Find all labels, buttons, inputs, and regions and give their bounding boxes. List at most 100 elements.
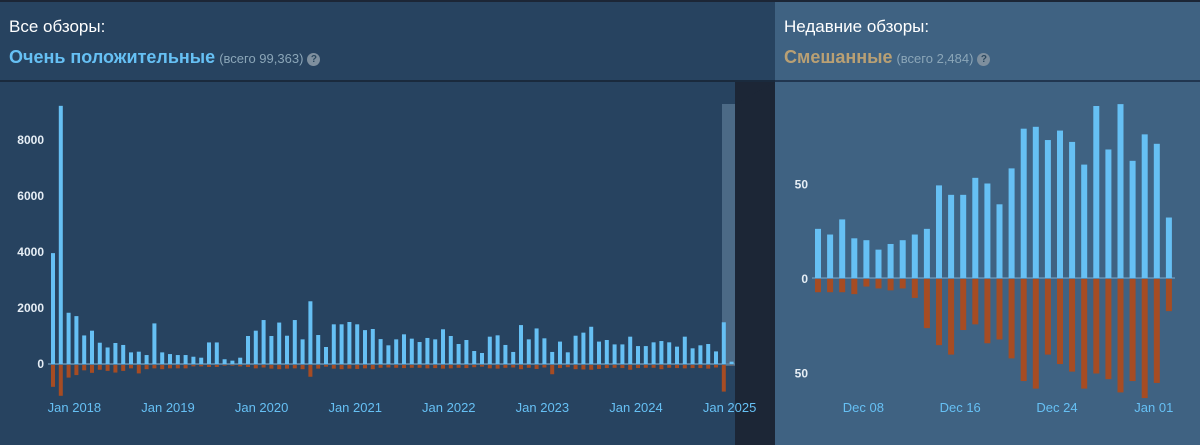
negative-bar[interactable] xyxy=(347,365,352,369)
negative-bar[interactable] xyxy=(542,365,547,368)
negative-bar[interactable] xyxy=(534,365,539,369)
positive-bar[interactable] xyxy=(1153,143,1160,278)
positive-bar[interactable] xyxy=(292,320,297,364)
positive-bar[interactable] xyxy=(472,351,477,364)
positive-bar[interactable] xyxy=(573,335,578,364)
negative-bar[interactable] xyxy=(636,365,640,369)
negative-bar[interactable] xyxy=(948,279,955,355)
positive-bar[interactable] xyxy=(253,330,258,364)
negative-bar[interactable] xyxy=(1069,279,1076,372)
positive-bar[interactable] xyxy=(82,335,87,364)
negative-bar[interactable] xyxy=(519,365,523,370)
negative-bar[interactable] xyxy=(448,365,453,369)
positive-bar[interactable] xyxy=(651,342,656,364)
positive-bar[interactable] xyxy=(480,352,484,364)
negative-bar[interactable] xyxy=(480,365,484,367)
positive-bar[interactable] xyxy=(1141,134,1148,278)
negative-bar[interactable] xyxy=(1153,279,1160,383)
negative-bar[interactable] xyxy=(911,279,918,298)
positive-bar[interactable] xyxy=(207,342,211,364)
positive-bar[interactable] xyxy=(191,356,196,364)
negative-bar[interactable] xyxy=(923,279,930,329)
positive-bar[interactable] xyxy=(996,204,1003,278)
negative-bar[interactable] xyxy=(285,365,289,369)
positive-bar[interactable] xyxy=(409,338,414,364)
negative-bar[interactable] xyxy=(82,365,87,371)
negative-bar[interactable] xyxy=(113,365,118,373)
help-icon[interactable]: ? xyxy=(977,53,991,66)
negative-bar[interactable] xyxy=(863,279,870,287)
positive-bar[interactable] xyxy=(74,316,79,364)
negative-bar[interactable] xyxy=(503,365,508,368)
positive-bar[interactable] xyxy=(214,342,219,364)
positive-bar[interactable] xyxy=(394,339,399,364)
negative-bar[interactable] xyxy=(199,365,204,367)
positive-bar[interactable] xyxy=(960,194,967,278)
positive-bar[interactable] xyxy=(558,341,562,364)
positive-bar[interactable] xyxy=(246,336,250,364)
positive-bar[interactable] xyxy=(899,240,906,278)
positive-bar[interactable] xyxy=(347,322,352,364)
negative-bar[interactable] xyxy=(191,365,196,367)
negative-bar[interactable] xyxy=(308,365,313,377)
negative-bar[interactable] xyxy=(1020,279,1027,382)
negative-bar[interactable] xyxy=(402,365,406,369)
positive-bar[interactable] xyxy=(261,320,266,364)
negative-bar[interactable] xyxy=(675,365,679,369)
positive-bar[interactable] xyxy=(1105,149,1112,278)
negative-bar[interactable] xyxy=(565,365,570,368)
negative-bar[interactable] xyxy=(487,365,492,369)
negative-bar[interactable] xyxy=(984,279,991,344)
positive-bar[interactable] xyxy=(90,330,94,364)
positive-bar[interactable] xyxy=(682,336,687,364)
recent-range-highlight[interactable] xyxy=(722,104,735,366)
positive-bar[interactable] xyxy=(66,312,71,364)
negative-bar[interactable] xyxy=(253,365,258,369)
positive-bar[interactable] xyxy=(363,330,367,364)
negative-bar[interactable] xyxy=(573,365,578,370)
positive-bar[interactable] xyxy=(308,301,313,364)
positive-bar[interactable] xyxy=(721,322,726,364)
positive-bar[interactable] xyxy=(370,329,375,364)
negative-bar[interactable] xyxy=(1165,279,1172,312)
negative-bar[interactable] xyxy=(370,365,375,370)
negative-bar[interactable] xyxy=(698,365,703,369)
negative-bar[interactable] xyxy=(827,279,834,293)
negative-bar[interactable] xyxy=(90,365,94,373)
negative-bar[interactable] xyxy=(207,365,211,367)
positive-bar[interactable] xyxy=(550,351,555,364)
positive-bar[interactable] xyxy=(1020,128,1027,278)
positive-bar[interactable] xyxy=(526,339,531,364)
negative-bar[interactable] xyxy=(97,365,102,370)
negative-bar[interactable] xyxy=(58,365,63,396)
positive-bar[interactable] xyxy=(285,335,289,364)
positive-bar[interactable] xyxy=(875,249,882,278)
negative-bar[interactable] xyxy=(651,365,656,368)
negative-bar[interactable] xyxy=(851,279,858,295)
negative-bar[interactable] xyxy=(706,365,711,369)
positive-bar[interactable] xyxy=(168,354,172,364)
positive-bar[interactable] xyxy=(183,355,188,364)
negative-bar[interactable] xyxy=(875,279,882,289)
positive-bar[interactable] xyxy=(175,355,180,364)
negative-bar[interactable] xyxy=(378,365,383,368)
positive-bar[interactable] xyxy=(827,234,834,278)
positive-bar[interactable] xyxy=(1117,104,1124,279)
negative-bar[interactable] xyxy=(105,365,110,371)
positive-bar[interactable] xyxy=(441,329,445,364)
negative-bar[interactable] xyxy=(495,365,500,369)
negative-bar[interactable] xyxy=(51,365,55,387)
negative-bar[interactable] xyxy=(456,365,461,368)
positive-bar[interactable] xyxy=(923,228,930,278)
negative-bar[interactable] xyxy=(972,279,979,325)
negative-bar[interactable] xyxy=(183,365,188,369)
positive-bar[interactable] xyxy=(402,334,406,364)
positive-bar[interactable] xyxy=(936,185,942,278)
negative-bar[interactable] xyxy=(936,279,942,346)
negative-bar[interactable] xyxy=(214,365,219,367)
negative-bar[interactable] xyxy=(550,365,555,375)
positive-bar[interactable] xyxy=(675,346,679,364)
positive-bar[interactable] xyxy=(620,344,625,364)
negative-bar[interactable] xyxy=(464,365,469,369)
positive-bar[interactable] xyxy=(433,339,438,364)
